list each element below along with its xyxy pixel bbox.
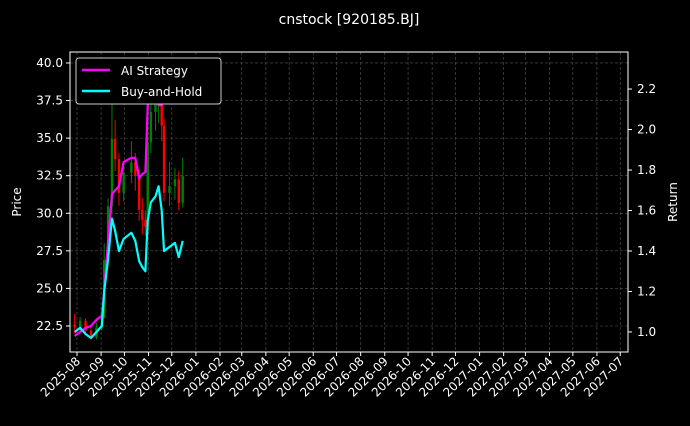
- candle-body: [173, 179, 177, 187]
- y-tick-label-left: 40.0: [36, 56, 63, 70]
- candle-body: [110, 139, 114, 207]
- candle-body: [134, 162, 137, 176]
- y-tick-label-left: 25.0: [36, 281, 63, 295]
- y-tick-label-right: 1.8: [637, 163, 656, 177]
- legend-label-buy-and-hold: Buy-and-Hold: [121, 85, 202, 99]
- candlesticks: [73, 70, 184, 340]
- series-line-buy-and-hold: [74, 185, 184, 340]
- candle-body: [113, 139, 117, 160]
- candle-body: [137, 175, 141, 210]
- y-tick-label-right: 2.0: [637, 123, 656, 137]
- legend-label-ai-strategy: AI Strategy: [121, 64, 188, 78]
- candle-body: [181, 175, 184, 203]
- y-tick-label-right: 1.4: [637, 244, 656, 258]
- candle-body: [144, 219, 147, 227]
- y-tick-label-right: 2.2: [637, 82, 656, 96]
- y-tick-label-right: 1.6: [637, 204, 656, 218]
- y-tick-label-left: 37.5: [36, 94, 63, 108]
- series-line-ai-strategy: [74, 77, 184, 337]
- candle-body: [117, 159, 121, 193]
- candle-body: [73, 324, 76, 328]
- y-axis-right: 1.0 1.2 1.4 1.6 1.8 2.0 2.2: [628, 82, 656, 339]
- candle-body: [154, 101, 157, 112]
- candle-body: [149, 111, 153, 143]
- candle-body: [177, 179, 181, 203]
- candle-body: [130, 162, 133, 173]
- chart-title: cnstock [920185.BJ]: [279, 12, 420, 28]
- y-axis-left-label: Price: [10, 187, 24, 216]
- series-lines: [74, 77, 184, 340]
- y-axis-right-label: Return: [666, 182, 680, 222]
- y-tick-label-right: 1.0: [637, 325, 656, 339]
- y-tick-label-left: 30.0: [36, 206, 63, 220]
- candle-body: [89, 330, 93, 338]
- candle-body: [84, 320, 87, 331]
- y-axis-left: 22.5 25.0 27.5 30.0 32.5 35.0 37.5 40.0: [36, 56, 70, 333]
- candle-body: [146, 142, 149, 227]
- y-tick-label-left: 35.0: [36, 131, 63, 145]
- plot-frame: [69, 51, 629, 353]
- candle-body: [168, 186, 171, 193]
- candle-body: [141, 209, 144, 220]
- legend: AI Strategy Buy-and-Hold: [75, 57, 222, 105]
- x-axis: 2025-082025-092025-102025-112025-122026-…: [38, 352, 626, 400]
- y-tick-label-left: 22.5: [36, 319, 63, 333]
- y-tick-label-right: 1.2: [637, 284, 656, 298]
- y-tick-label-left: 32.5: [36, 169, 63, 183]
- candle-body: [78, 320, 82, 328]
- candle-body: [122, 172, 125, 193]
- y-tick-label-left: 27.5: [36, 244, 63, 258]
- candle-body: [162, 125, 166, 193]
